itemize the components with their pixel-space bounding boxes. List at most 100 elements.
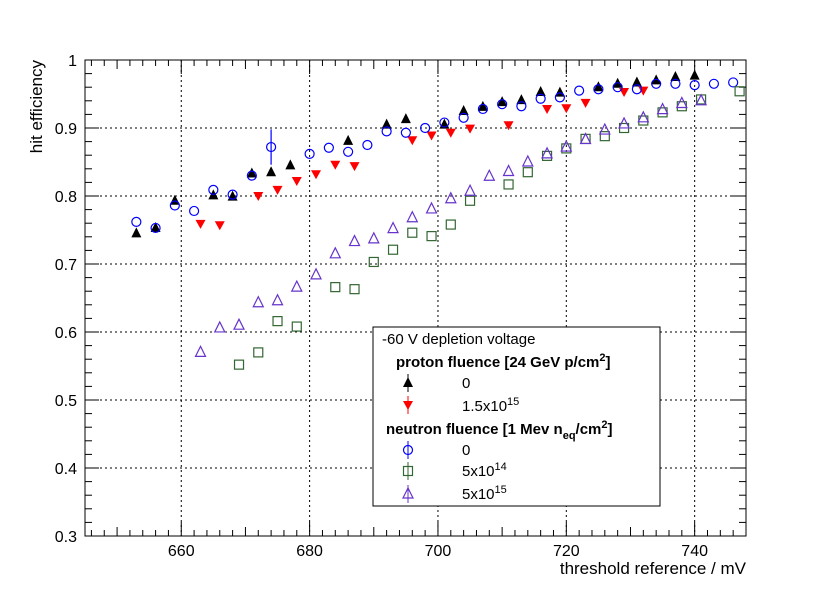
point-neutron-5x10-15	[656, 102, 669, 115]
point-proton-0	[381, 118, 392, 129]
legend-marker-triangle-up	[403, 377, 413, 387]
legend-proton-header: proton fluence [24 GeV p/cm2]	[396, 352, 611, 371]
point-neutron-0	[304, 148, 315, 159]
point-proton-0	[150, 221, 161, 232]
point-neutron-5x10-14	[387, 244, 399, 255]
x-tick-label: 660	[168, 543, 195, 560]
point-proton-1-5x10-15	[214, 221, 225, 231]
point-neutron-5x10-14	[233, 359, 245, 370]
point-neutron-5x10-15	[579, 132, 592, 145]
point-neutron-0	[535, 93, 546, 104]
x-axis-title: threshold reference / mV	[560, 559, 747, 578]
point-neutron-0	[593, 84, 604, 95]
legend-marker-triangle-down	[403, 401, 413, 410]
point-neutron-0	[150, 222, 161, 234]
point-proton-0	[169, 194, 180, 205]
point-neutron-0	[670, 78, 681, 89]
legend-neutron-header: neutron fluence [1 Mev neq/cm2]	[386, 419, 613, 442]
point-proton-1-5x10-15	[291, 177, 302, 187]
point-neutron-5x10-15	[213, 320, 226, 333]
point-neutron-5x10-15	[290, 279, 303, 292]
point-proton-1-5x10-15	[253, 192, 264, 201]
point-neutron-0	[343, 146, 354, 157]
legend-label-proton-0: 0	[462, 375, 470, 392]
point-proton-1-5x10-15	[407, 136, 418, 146]
tick-labels: 660 680 700 720 740 0.3 0.4 0.5 0.6 0.7 0.8 0.9 1	[55, 53, 708, 560]
legend-box	[372, 326, 661, 507]
point-neutron-0	[477, 103, 488, 115]
point-proton-0	[285, 159, 296, 170]
point-neutron-5x10-14	[464, 195, 476, 206]
point-proton-0	[535, 85, 546, 96]
point-proton-1-5x10-15	[465, 124, 476, 134]
point-proton-1-5x10-15	[272, 185, 283, 195]
point-neutron-5x10-15	[387, 221, 400, 234]
x-tick-label: 740	[681, 543, 708, 560]
point-proton-1-5x10-15	[580, 98, 591, 108]
point-neutron-0	[439, 117, 450, 128]
y-tick-label: 0.7	[55, 257, 77, 274]
point-neutron-5x10-15	[618, 116, 631, 129]
point-neutron-0	[362, 139, 373, 151]
point-neutron-5x10-14	[368, 256, 379, 268]
point-neutron-5x10-14	[445, 219, 456, 230]
point-proton-1-5x10-15	[330, 160, 341, 170]
point-neutron-5x10-15	[695, 93, 708, 106]
point-proton-0	[497, 96, 508, 107]
axes	[84, 59, 747, 537]
plot-frame	[84, 59, 747, 537]
point-neutron-5x10-15	[521, 154, 534, 167]
x-tick-label: 680	[296, 543, 323, 560]
point-neutron-0	[689, 80, 700, 91]
point-neutron-5x10-14	[330, 282, 341, 293]
point-proton-0	[631, 76, 642, 87]
point-proton-1-5x10-15	[195, 219, 206, 229]
point-neutron-0	[728, 77, 739, 88]
point-proton-1-5x10-15	[311, 170, 322, 180]
point-neutron-0	[381, 126, 392, 137]
point-neutron-0	[497, 99, 508, 110]
legend-marker-square-open	[402, 465, 414, 477]
point-neutron-5x10-14	[599, 131, 610, 142]
point-neutron-0	[458, 112, 469, 123]
point-neutron-5x10-15	[310, 267, 322, 280]
point-neutron-0	[227, 189, 238, 200]
point-neutron-5x10-14	[522, 167, 533, 178]
point-proton-0	[343, 134, 354, 145]
point-neutron-0	[246, 170, 257, 181]
x-tick-label: 700	[425, 543, 452, 560]
point-proton-1-5x10-15	[426, 131, 437, 141]
point-neutron-5x10-15	[464, 183, 477, 196]
point-neutron-5x10-14	[253, 347, 264, 358]
y-tick-label: 0.9	[55, 121, 77, 138]
point-neutron-0	[131, 216, 142, 227]
point-neutron-5x10-15	[425, 201, 438, 214]
point-neutron-5x10-14	[561, 143, 572, 154]
point-neutron-5x10-15	[367, 231, 380, 244]
point-neutron-5x10-14	[426, 231, 437, 242]
y-tick-label: 0.4	[55, 461, 77, 478]
point-neutron-5x10-15	[637, 110, 650, 123]
point-neutron-5x10-15	[598, 122, 611, 135]
point-proton-1-5x10-15	[542, 104, 553, 114]
point-neutron-5x10-15	[675, 96, 688, 109]
point-neutron-5x10-15	[560, 139, 573, 152]
data-points	[131, 69, 745, 370]
point-proton-1-5x10-15	[503, 121, 514, 131]
point-neutron-0	[266, 141, 277, 153]
legend-label-neutron-0: 0	[462, 442, 470, 459]
point-proton-0	[670, 71, 681, 81]
point-neutron-0	[651, 78, 662, 89]
point-proton-1-5x10-15	[561, 104, 572, 114]
point-neutron-5x10-14	[349, 284, 360, 295]
point-neutron-5x10-15	[444, 191, 457, 204]
point-proton-0	[554, 86, 565, 97]
point-neutron-5x10-15	[541, 146, 554, 159]
point-proton-0	[246, 167, 257, 178]
point-neutron-0	[708, 78, 720, 89]
point-neutron-5x10-14	[407, 227, 418, 238]
point-neutron-5x10-14	[734, 86, 745, 97]
point-neutron-5x10-15	[348, 234, 361, 247]
point-neutron-0	[574, 85, 585, 96]
